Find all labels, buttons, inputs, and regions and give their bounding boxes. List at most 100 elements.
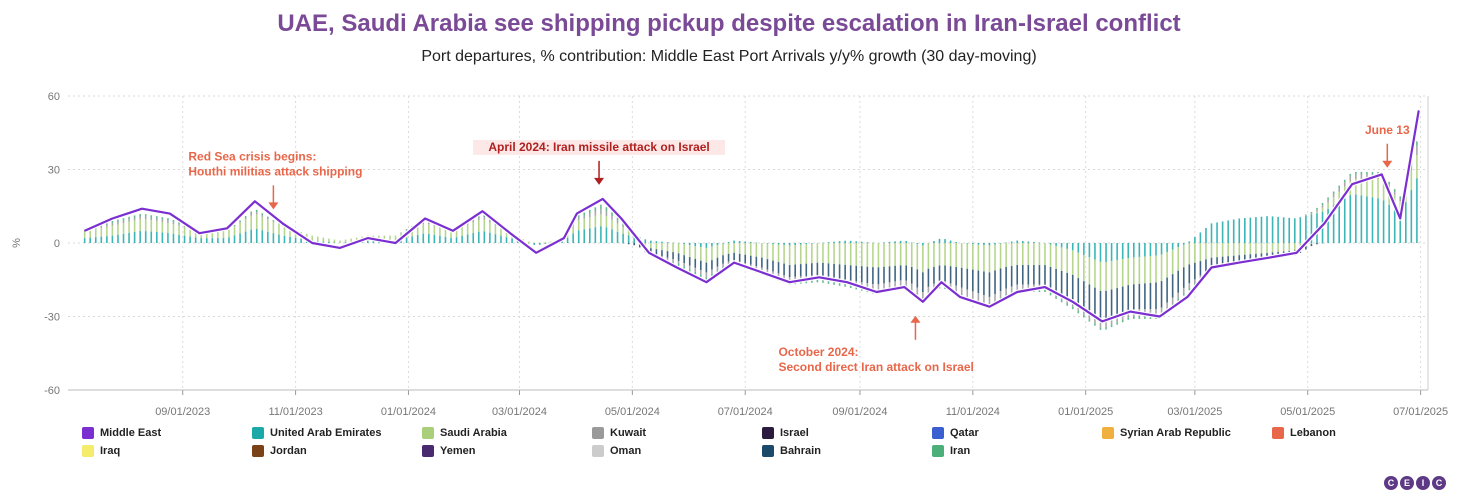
- legend-swatch: [82, 445, 94, 457]
- bar-segment: [661, 250, 663, 257]
- bar-segment: [133, 215, 136, 218]
- legend-item: Iran: [932, 445, 970, 457]
- bar-segment: [111, 225, 114, 236]
- middle-east-point: [676, 266, 678, 269]
- bar-segment: [489, 222, 491, 233]
- bar-segment: [805, 243, 808, 245]
- bar-segment: [844, 284, 846, 287]
- bar-segment: [1255, 253, 1257, 260]
- bar-segment: [916, 243, 919, 270]
- bar-segment: [1338, 202, 1340, 243]
- bar-segment: [1377, 171, 1379, 175]
- bar-segment: [672, 243, 674, 253]
- bar-segment: [711, 246, 713, 261]
- bar-segment: [239, 221, 241, 223]
- bar-segment: [1182, 244, 1185, 268]
- bar-segment: [1071, 243, 1074, 251]
- bar-segment: [983, 243, 985, 245]
- bar-segment: [833, 243, 835, 264]
- bar-segment: [572, 233, 574, 243]
- bar-segment: [239, 220, 241, 222]
- bar-segment: [627, 235, 630, 243]
- bar-segment: [117, 222, 119, 225]
- bar-segment: [494, 225, 497, 235]
- bar-segment: [1166, 277, 1168, 303]
- bar-segment: [972, 244, 974, 270]
- bar-segment: [1049, 244, 1052, 268]
- bar-segment: [250, 215, 252, 230]
- bar-segment: [1099, 327, 1102, 330]
- annotation-text: Second direct Iran attack on Israel: [778, 360, 973, 374]
- bar-segment: [1194, 262, 1196, 280]
- bar-segment: [1038, 243, 1041, 266]
- bar-segment: [1083, 243, 1085, 255]
- bar-segment: [905, 241, 908, 243]
- bar-segment: [255, 228, 258, 243]
- bar-segment: [422, 224, 425, 234]
- bar-segment: [172, 222, 175, 225]
- bar-segment: [705, 247, 708, 263]
- bar-segment: [633, 243, 636, 246]
- bar-segment: [983, 271, 985, 296]
- bar-segment: [638, 247, 641, 248]
- bar-segment: [933, 243, 935, 268]
- bar-segment: [1149, 256, 1152, 283]
- bar-segment: [1327, 208, 1329, 243]
- bar-segment: [339, 240, 341, 243]
- bar-segment: [261, 216, 264, 231]
- bar-segment: [1005, 267, 1007, 289]
- bar-segment: [944, 265, 946, 282]
- bar-segment: [733, 243, 735, 253]
- bar-segment: [1399, 198, 1402, 202]
- bar-segment: [1316, 209, 1318, 212]
- bar-segment: [183, 235, 186, 243]
- bar-segment: [872, 243, 874, 268]
- bar-segment: [1144, 243, 1146, 257]
- legend-label: Qatar: [950, 427, 979, 439]
- bar-segment: [688, 269, 691, 272]
- bar-segment: [799, 244, 802, 265]
- bar-segment: [1049, 292, 1052, 296]
- bar-segment: [638, 237, 641, 239]
- bar-segment: [1066, 248, 1068, 273]
- bar-segment: [1277, 216, 1279, 243]
- bar-segment: [1321, 205, 1324, 208]
- bar-segment: [966, 243, 969, 244]
- bar-segment: [627, 231, 630, 236]
- bar-segment: [383, 235, 386, 241]
- bar-segment: [733, 252, 735, 261]
- bar-segment: [577, 215, 580, 218]
- bar-segment: [411, 228, 413, 237]
- bar-segment: [139, 218, 141, 232]
- legend-label: Iraq: [100, 445, 121, 457]
- bar-segment: [94, 228, 97, 238]
- legend-label: Kuwait: [610, 427, 647, 439]
- bar-segment: [122, 220, 125, 224]
- bar-segment: [477, 217, 480, 221]
- bar-segment: [1144, 316, 1146, 319]
- legend-swatch: [592, 445, 604, 457]
- x-tick-label: 11/01/2023: [268, 406, 322, 418]
- bar-segment: [1199, 261, 1202, 276]
- bar-segment: [883, 243, 885, 267]
- bar-segment: [550, 241, 552, 243]
- bar-segment: [133, 220, 136, 232]
- bar-segment: [611, 212, 613, 217]
- bar-segment: [788, 243, 791, 246]
- bar-segment: [233, 235, 236, 243]
- bar-segment: [1094, 287, 1096, 316]
- bar-segment: [1227, 256, 1229, 265]
- bar-segment: [428, 233, 430, 243]
- bar-segment: [788, 265, 791, 278]
- bar-segment: [827, 242, 830, 243]
- bar-segment: [744, 243, 747, 255]
- bar-segment: [1166, 251, 1168, 278]
- legend-item: Bahrain: [762, 445, 821, 457]
- bar-segment: [1099, 320, 1102, 328]
- bar-segment: [150, 220, 153, 232]
- bar-segment: [888, 282, 891, 289]
- bar-segment: [816, 279, 819, 283]
- bar-segment: [133, 231, 136, 243]
- middle-east-line: [84, 110, 1420, 323]
